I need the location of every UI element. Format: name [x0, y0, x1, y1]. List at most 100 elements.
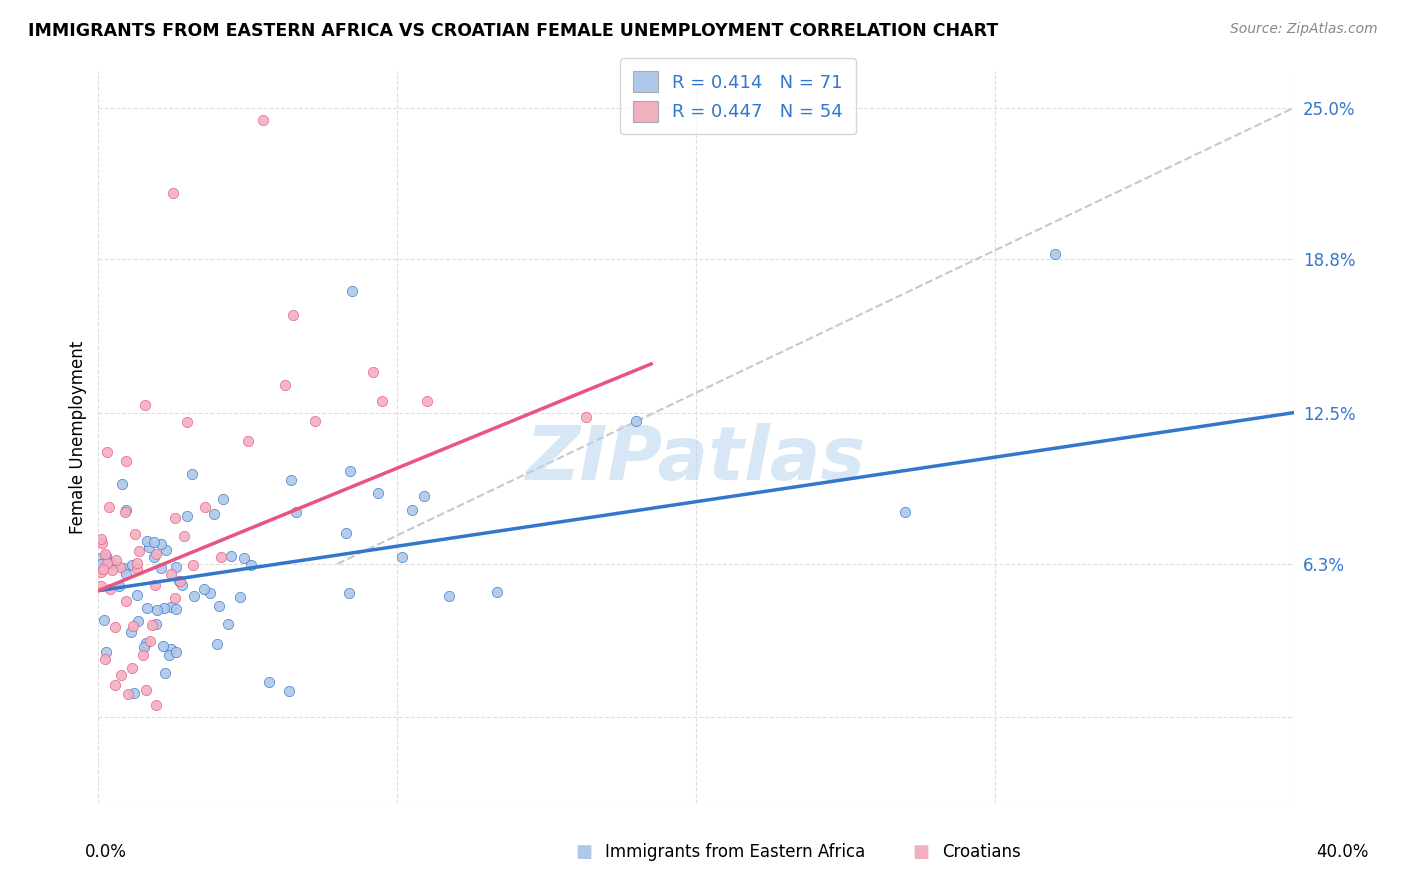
- Point: [391, 549, 413, 564]
- Point: [165, 601, 187, 615]
- Point: [104, 620, 127, 634]
- Point: [304, 414, 326, 428]
- Point: [152, 640, 174, 654]
- Point: [125, 588, 148, 602]
- Point: [145, 616, 167, 631]
- Point: [115, 566, 138, 581]
- Point: [117, 687, 139, 701]
- Point: [367, 486, 389, 500]
- Point: [575, 409, 598, 424]
- Point: [108, 560, 131, 574]
- Point: [90, 558, 112, 572]
- Point: [229, 591, 252, 605]
- Point: [145, 547, 167, 561]
- Point: [232, 551, 254, 566]
- Point: [207, 637, 229, 651]
- Point: [401, 503, 423, 517]
- Point: [122, 619, 145, 633]
- Point: [124, 527, 146, 541]
- Point: [127, 556, 149, 570]
- Point: [240, 558, 263, 572]
- Point: [416, 393, 439, 408]
- Point: [96, 556, 118, 570]
- Text: ■: ■: [912, 843, 929, 861]
- Point: [200, 585, 222, 599]
- Point: [277, 683, 299, 698]
- Point: [626, 414, 648, 428]
- Point: [135, 601, 157, 615]
- Point: [176, 415, 198, 429]
- Point: [155, 543, 177, 558]
- Point: [176, 508, 198, 523]
- Point: [153, 601, 176, 615]
- Point: [335, 526, 357, 541]
- Point: [93, 547, 115, 561]
- Point: [96, 445, 118, 459]
- Point: [103, 557, 125, 571]
- Point: [173, 529, 195, 543]
- Point: [150, 537, 173, 551]
- Point: [139, 634, 162, 648]
- Point: [257, 674, 280, 689]
- Point: [165, 511, 187, 525]
- Point: [120, 624, 142, 639]
- Point: [141, 618, 163, 632]
- Point: [194, 500, 217, 514]
- Point: [486, 584, 509, 599]
- Text: IMMIGRANTS FROM EASTERN AFRICA VS CROATIAN FEMALE UNEMPLOYMENT CORRELATION CHART: IMMIGRANTS FROM EASTERN AFRICA VS CROATI…: [28, 22, 998, 40]
- Point: [217, 617, 239, 632]
- Point: [135, 682, 157, 697]
- Point: [143, 534, 166, 549]
- Point: [162, 186, 184, 201]
- Point: [111, 477, 134, 491]
- Point: [163, 591, 186, 605]
- Point: [169, 574, 191, 588]
- Point: [125, 562, 148, 576]
- Point: [128, 543, 150, 558]
- Point: [160, 600, 183, 615]
- Point: [165, 560, 187, 574]
- Point: [339, 464, 361, 478]
- Point: [337, 586, 360, 600]
- Point: [127, 614, 149, 628]
- Point: [181, 467, 204, 482]
- Point: [371, 393, 394, 408]
- Point: [108, 579, 131, 593]
- Point: [894, 504, 917, 518]
- Point: [91, 562, 114, 576]
- Point: [90, 550, 112, 565]
- Point: [90, 533, 112, 547]
- Point: [110, 667, 132, 681]
- Point: [202, 507, 225, 521]
- Point: [93, 652, 115, 666]
- Legend: R = 0.414   N = 71, R = 0.447   N = 54: R = 0.414 N = 71, R = 0.447 N = 54: [620, 59, 856, 135]
- Point: [274, 377, 297, 392]
- Point: [138, 540, 160, 554]
- Point: [165, 645, 187, 659]
- Point: [135, 636, 157, 650]
- Point: [145, 603, 167, 617]
- Point: [136, 533, 159, 548]
- Point: [342, 284, 364, 298]
- Point: [160, 566, 183, 581]
- Point: [90, 566, 112, 580]
- Point: [183, 590, 205, 604]
- Point: [94, 549, 117, 563]
- Point: [193, 582, 215, 597]
- Point: [212, 492, 235, 507]
- Point: [131, 648, 153, 663]
- Y-axis label: Female Unemployment: Female Unemployment: [69, 341, 87, 533]
- Point: [284, 505, 307, 519]
- Point: [114, 505, 136, 519]
- Point: [114, 454, 136, 468]
- Point: [143, 577, 166, 591]
- Point: [105, 553, 128, 567]
- Point: [114, 502, 136, 516]
- Point: [91, 535, 114, 549]
- Point: [150, 560, 173, 574]
- Point: [170, 577, 193, 591]
- Text: 40.0%: 40.0%: [1316, 843, 1369, 861]
- Point: [114, 593, 136, 607]
- Point: [157, 648, 180, 662]
- Point: [97, 556, 120, 570]
